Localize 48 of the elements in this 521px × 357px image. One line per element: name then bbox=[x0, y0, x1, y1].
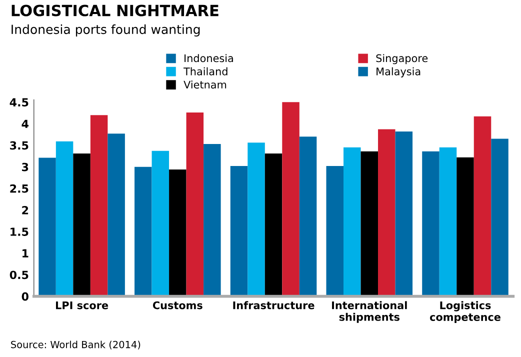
legend-label: Indonesia bbox=[184, 54, 233, 62]
y-tick-label: 0 bbox=[22, 292, 28, 301]
y-tick-label: 1.5 bbox=[10, 228, 28, 236]
bar bbox=[491, 138, 508, 296]
legend-label: Singapore bbox=[376, 54, 428, 64]
bar bbox=[344, 147, 361, 296]
y-tick-label: 4.5 bbox=[10, 98, 28, 106]
source-note: Source: World Bank (2014) bbox=[11, 340, 140, 350]
bar bbox=[282, 102, 300, 296]
y-tick-label: 0.5 bbox=[10, 270, 28, 280]
bar bbox=[264, 153, 282, 296]
bar bbox=[56, 141, 74, 296]
legend-label: Vietnam bbox=[184, 80, 226, 89]
x-tick-label: International shipments bbox=[332, 301, 407, 323]
chart-subtitle: Indonesia ports found wanting bbox=[12, 24, 200, 37]
bar bbox=[73, 153, 90, 296]
y-tick-label: 4 bbox=[22, 120, 28, 128]
bar bbox=[108, 134, 125, 296]
bar bbox=[299, 136, 317, 296]
x-tick-label: LPI score bbox=[56, 301, 108, 310]
bar bbox=[378, 129, 396, 296]
bar bbox=[439, 147, 457, 296]
chart-title: LOGISTICAL NIGHTMARE bbox=[12, 4, 218, 16]
bar bbox=[474, 116, 492, 296]
bar bbox=[326, 166, 344, 296]
bar bbox=[230, 166, 248, 296]
bar bbox=[248, 142, 265, 296]
bar bbox=[152, 150, 170, 296]
bar bbox=[360, 151, 378, 296]
bar bbox=[38, 158, 56, 296]
bar bbox=[395, 131, 413, 296]
bar bbox=[169, 169, 186, 296]
y-tick-label: 2.5 bbox=[10, 184, 28, 193]
bar bbox=[204, 144, 221, 296]
bar bbox=[134, 166, 152, 296]
bar bbox=[90, 115, 108, 296]
y-tick-label: 3.5 bbox=[10, 141, 28, 150]
bar bbox=[422, 151, 440, 296]
y-tick-label: 3 bbox=[22, 162, 28, 172]
x-tick-label: Logistics competence bbox=[430, 301, 500, 323]
y-tick-label: 1 bbox=[22, 249, 28, 258]
x-tick-label: Infrastructure bbox=[233, 301, 314, 310]
y-tick-label: 2 bbox=[22, 206, 28, 214]
legend-label: Malaysia bbox=[376, 67, 420, 78]
x-tick-label: Customs bbox=[152, 301, 202, 310]
legend-label: Thailand bbox=[184, 67, 228, 76]
bar bbox=[456, 157, 474, 296]
bar bbox=[186, 112, 204, 296]
